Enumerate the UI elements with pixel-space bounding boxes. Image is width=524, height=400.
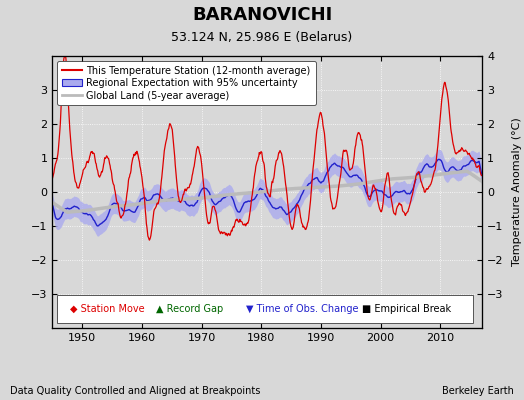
- Text: ▼ Time of Obs. Change: ▼ Time of Obs. Change: [246, 304, 358, 314]
- Text: BARANOVICHI: BARANOVICHI: [192, 6, 332, 24]
- Text: ■ Empirical Break: ■ Empirical Break: [362, 304, 451, 314]
- Legend: This Temperature Station (12-month average), Regional Expectation with 95% uncer: This Temperature Station (12-month avera…: [57, 61, 315, 106]
- Text: Data Quality Controlled and Aligned at Breakpoints: Data Quality Controlled and Aligned at B…: [10, 386, 261, 396]
- Text: 53.124 N, 25.986 E (Belarus): 53.124 N, 25.986 E (Belarus): [171, 31, 353, 44]
- Text: ▲ Record Gap: ▲ Record Gap: [156, 304, 223, 314]
- Y-axis label: Temperature Anomaly (°C): Temperature Anomaly (°C): [512, 118, 522, 266]
- Text: Berkeley Earth: Berkeley Earth: [442, 386, 514, 396]
- FancyBboxPatch shape: [57, 295, 474, 322]
- Text: ◆ Station Move: ◆ Station Move: [70, 304, 144, 314]
